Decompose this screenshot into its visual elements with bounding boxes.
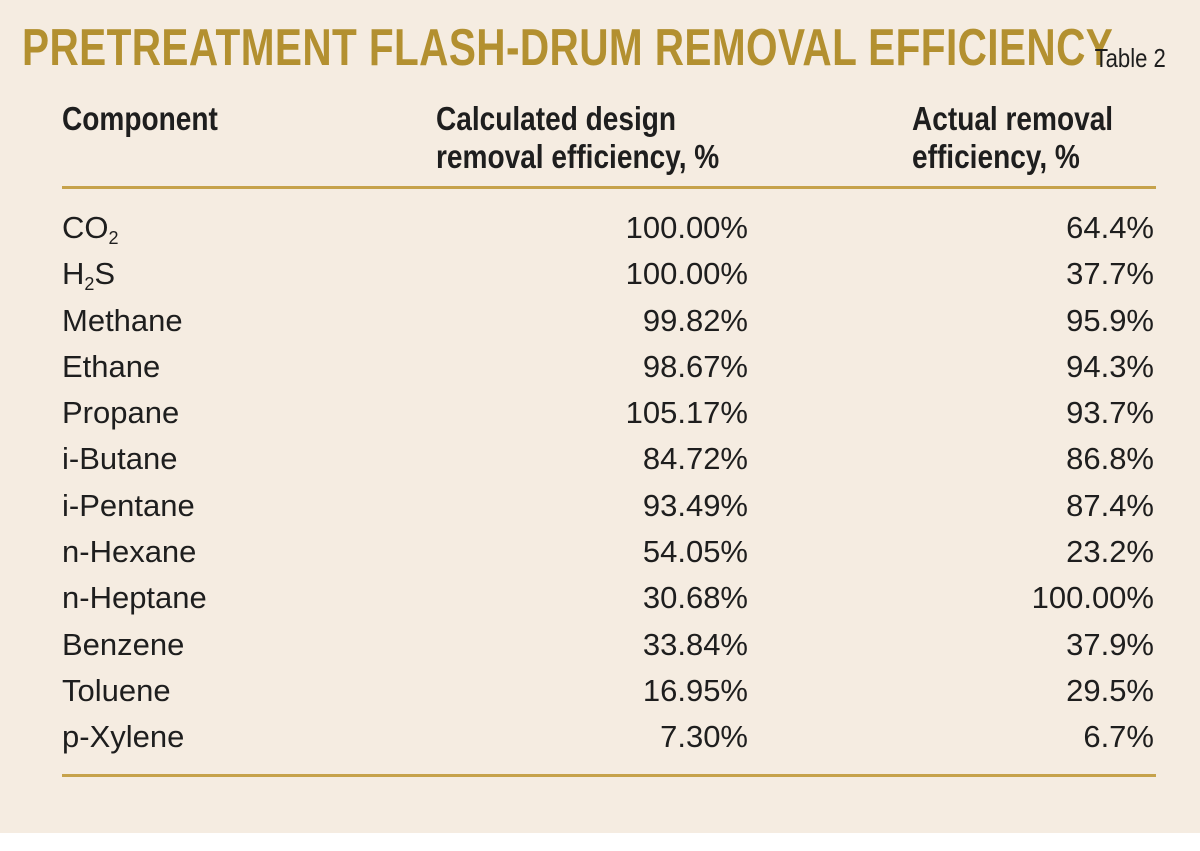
table-panel: PRETREATMENT FLASH-DRUM REMOVAL EFFICIEN… xyxy=(0,0,1200,833)
component-name: Ethane xyxy=(62,348,161,384)
component-name: i-Pentane xyxy=(62,487,195,523)
actual-efficiency-cell: 37.7% xyxy=(1066,256,1154,292)
column-header-component-text: Component xyxy=(62,100,218,137)
table-row: p-Xylene 7.30% 6.7% xyxy=(0,714,1200,760)
design-efficiency-cell: 98.67% xyxy=(642,348,748,384)
component-name-cell: n-Hexane xyxy=(62,529,196,575)
table-row: Toluene 16.95% 29.5% xyxy=(0,668,1200,714)
table-row: Methane 99.82% 95.9% xyxy=(0,298,1200,344)
table-row: n-Heptane 30.68% 100.00% xyxy=(0,575,1200,621)
table-row: H2S 100.00% 37.7% xyxy=(0,251,1200,297)
table-number-label: Table 2 xyxy=(1094,43,1166,73)
component-name: i-Butane xyxy=(62,441,178,477)
table-row: i-Pentane 93.49% 87.4% xyxy=(0,483,1200,529)
design-efficiency-cell: 54.05% xyxy=(642,534,748,570)
design-efficiency-cell: 30.68% xyxy=(642,580,748,616)
actual-efficiency-cell: 64.4% xyxy=(1066,210,1154,245)
actual-efficiency-cell: 87.4% xyxy=(1066,487,1154,523)
component-name: H xyxy=(62,256,85,292)
column-header-design-line1: Calculated design xyxy=(436,100,677,137)
actual-efficiency-cell: 23.2% xyxy=(1066,534,1154,570)
component-name: p-Xylene xyxy=(62,719,185,755)
column-header-design-line2: removal efficiency, % xyxy=(436,138,720,175)
component-name: Methane xyxy=(62,302,183,338)
component-name-cell: Ethane xyxy=(62,344,160,390)
component-name-suffix: S xyxy=(94,256,116,292)
column-header-actual-efficiency: Actual removal efficiency, % xyxy=(912,100,1113,176)
column-header-actual-line1: Actual removal xyxy=(912,100,1114,137)
column-header-actual-line2: efficiency, % xyxy=(912,138,1080,175)
table-title: PRETREATMENT FLASH-DRUM REMOVAL EFFICIEN… xyxy=(22,19,1114,77)
component-name-cell: CO2 xyxy=(62,205,119,251)
column-header-design-efficiency: Calculated design removal efficiency, % xyxy=(436,100,719,176)
table-row: Benzene 33.84% 37.9% xyxy=(0,622,1200,668)
footer-divider xyxy=(62,774,1156,777)
table-row: CO2 100.00% 64.4% xyxy=(0,205,1200,251)
actual-efficiency-cell: 37.9% xyxy=(1066,626,1154,662)
actual-efficiency-cell: 95.9% xyxy=(1066,302,1154,338)
component-name: n-Heptane xyxy=(62,580,207,616)
component-name-cell: Benzene xyxy=(62,622,184,668)
actual-efficiency-cell: 94.3% xyxy=(1066,348,1154,384)
column-header-component: Component xyxy=(62,100,218,138)
table-row: Propane 105.17% 93.7% xyxy=(0,390,1200,436)
table-body: CO2 100.00% 64.4% H2S 100.00% 37.7% Methane 99.… xyxy=(0,205,1200,761)
table-row: Ethane 98.67% 94.3% xyxy=(0,344,1200,390)
design-efficiency-cell: 105.17% xyxy=(625,395,748,431)
component-name: Propane xyxy=(62,395,180,431)
table-row: n-Hexane 54.05% 23.2% xyxy=(0,529,1200,575)
actual-efficiency-cell: 93.7% xyxy=(1066,395,1154,431)
component-name-cell: i-Pentane xyxy=(62,483,195,529)
actual-efficiency-cell: 100.00% xyxy=(1031,580,1154,616)
component-name-cell: n-Heptane xyxy=(62,575,207,621)
design-efficiency-cell: 99.82% xyxy=(642,302,748,338)
component-name-cell: p-Xylene xyxy=(62,714,184,760)
table-row: i-Butane 84.72% 86.8% xyxy=(0,436,1200,482)
component-name: n-Hexane xyxy=(62,534,197,570)
actual-efficiency-cell: 86.8% xyxy=(1066,441,1154,477)
component-name-cell: Propane xyxy=(62,390,179,436)
component-name: Toluene xyxy=(62,672,171,708)
actual-efficiency-cell: 29.5% xyxy=(1066,672,1154,708)
design-efficiency-cell: 100.00% xyxy=(625,210,748,245)
design-efficiency-cell: 84.72% xyxy=(642,441,748,477)
component-name-cell: Methane xyxy=(62,298,183,344)
actual-efficiency-cell: 6.7% xyxy=(1083,719,1154,755)
component-subscript: 2 xyxy=(84,274,95,295)
design-efficiency-cell: 7.30% xyxy=(660,719,748,755)
header-divider xyxy=(62,186,1156,189)
design-efficiency-cell: 16.95% xyxy=(642,672,748,708)
component-name: Benzene xyxy=(62,626,185,662)
component-name-cell: i-Butane xyxy=(62,436,177,482)
component-subscript: 2 xyxy=(108,228,119,248)
design-efficiency-cell: 100.00% xyxy=(625,256,748,292)
component-name: CO xyxy=(62,210,109,245)
design-efficiency-cell: 33.84% xyxy=(642,626,748,662)
design-efficiency-cell: 93.49% xyxy=(642,487,748,523)
component-name-cell: H2S xyxy=(62,251,115,297)
component-name-cell: Toluene xyxy=(62,668,171,714)
